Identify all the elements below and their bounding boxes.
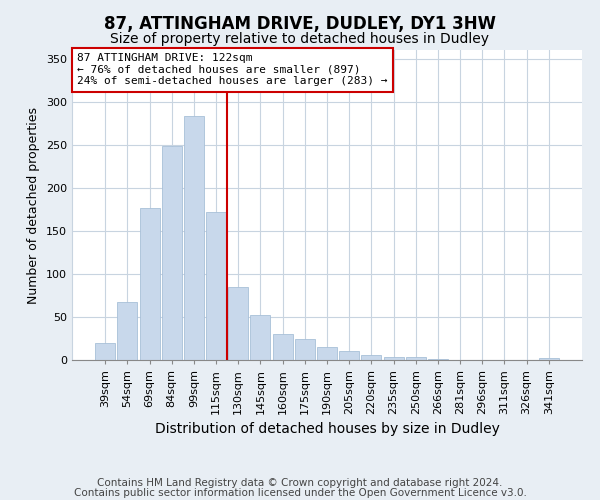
Text: Size of property relative to detached houses in Dudley: Size of property relative to detached ho… [110,32,490,46]
Bar [539,358,559,360]
Bar [361,355,382,360]
Bar [317,347,337,360]
Bar [95,343,115,360]
Text: Contains public sector information licensed under the Open Government Licence v3: Contains public sector information licen… [74,488,526,498]
Bar [184,116,204,360]
Bar [250,315,271,360]
Bar [228,287,248,360]
Bar [118,302,137,360]
Bar [383,356,404,360]
Bar [295,340,315,360]
Bar [206,212,226,360]
Bar [406,356,426,360]
Text: 87 ATTINGHAM DRIVE: 122sqm
← 76% of detached houses are smaller (897)
24% of sem: 87 ATTINGHAM DRIVE: 122sqm ← 76% of deta… [77,53,388,86]
Y-axis label: Number of detached properties: Number of detached properties [28,106,40,304]
Bar [140,208,160,360]
Bar [339,352,359,360]
Text: 87, ATTINGHAM DRIVE, DUDLEY, DY1 3HW: 87, ATTINGHAM DRIVE, DUDLEY, DY1 3HW [104,15,496,33]
Bar [428,359,448,360]
X-axis label: Distribution of detached houses by size in Dudley: Distribution of detached houses by size … [155,422,499,436]
Text: Contains HM Land Registry data © Crown copyright and database right 2024.: Contains HM Land Registry data © Crown c… [97,478,503,488]
Bar [162,146,182,360]
Bar [272,334,293,360]
